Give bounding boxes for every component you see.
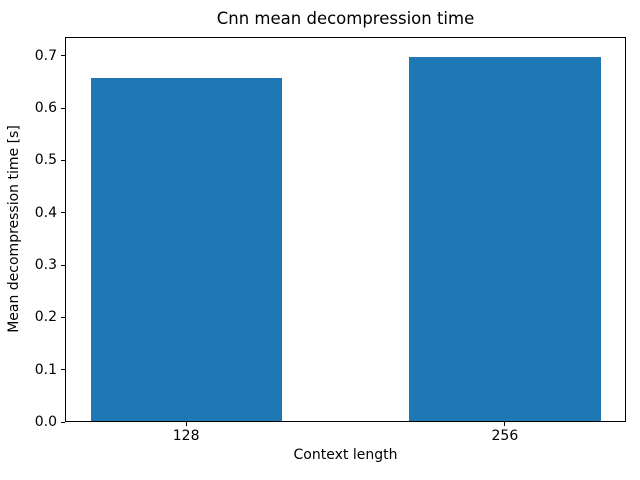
bar-256 [409, 56, 601, 421]
y-tick-label: 0.7 [34, 47, 57, 64]
y-tick-mark [61, 316, 65, 318]
y-tick-label: 0.4 [34, 204, 57, 221]
x-tick-label: 256 [491, 428, 519, 444]
x-tick-mark [504, 422, 506, 426]
y-tick-label: 0.3 [34, 257, 57, 274]
y-tick-mark [61, 159, 65, 161]
y-tick-mark [61, 421, 65, 423]
y-tick-mark [61, 55, 65, 57]
y-tick-label: 0.1 [34, 361, 57, 378]
y-tick-mark [61, 212, 65, 214]
plot-area [65, 37, 626, 422]
y-tick-label: 0.6 [34, 100, 57, 117]
bar-128 [90, 77, 282, 421]
y-tick-label: 0.0 [34, 414, 57, 430]
y-tick-mark [61, 369, 65, 371]
x-tick-mark [185, 422, 187, 426]
y-tick-mark [61, 107, 65, 109]
y-tick-label: 0.2 [34, 309, 57, 326]
y-tick-label: 0.5 [34, 152, 57, 169]
x-axis-label: Context length [293, 447, 398, 463]
y-tick-mark [61, 264, 65, 266]
x-tick-label: 128 [172, 428, 200, 444]
chart-title: Cnn mean decompression time [216, 9, 475, 28]
